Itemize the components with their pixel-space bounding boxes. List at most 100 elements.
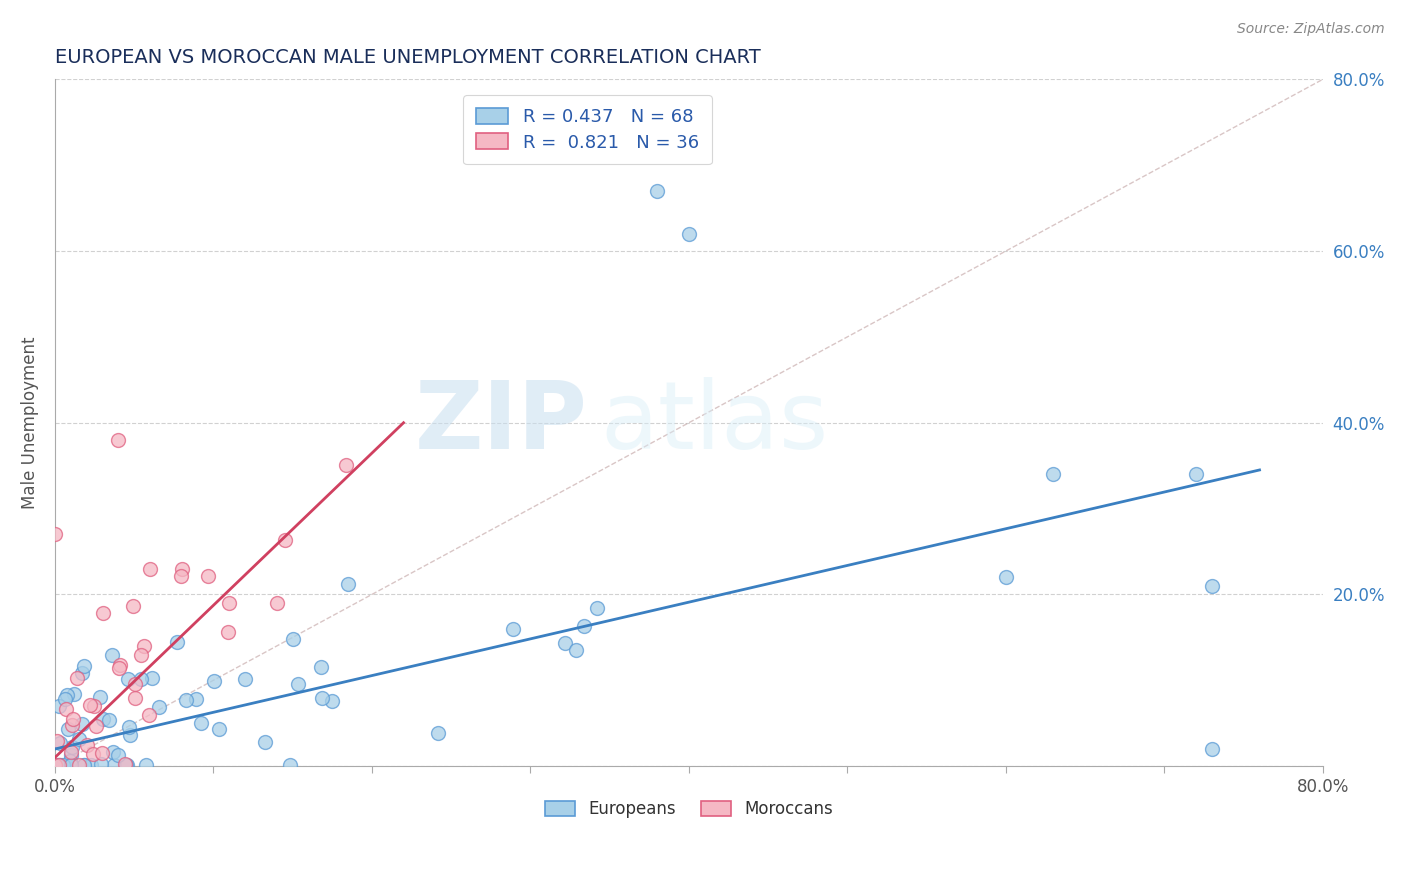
Point	[124, 691, 146, 706]
Point	[83, 699, 105, 714]
Point	[266, 596, 288, 610]
Y-axis label: Male Unemployment: Male Unemployment	[21, 336, 39, 509]
Point	[138, 708, 160, 723]
Point	[48, 698, 70, 713]
Point	[202, 673, 225, 688]
Point	[141, 672, 163, 686]
Point	[72, 659, 94, 673]
Point	[134, 640, 156, 654]
Point	[67, 731, 90, 746]
Text: ZIP: ZIP	[415, 376, 588, 468]
Point	[585, 601, 607, 615]
Point	[309, 659, 332, 673]
Point	[48, 758, 70, 772]
Point	[208, 722, 231, 736]
Point	[91, 712, 114, 726]
Point	[55, 702, 77, 716]
Point	[79, 698, 101, 712]
Point	[58, 723, 80, 737]
Point	[80, 758, 103, 772]
Point	[1201, 742, 1223, 756]
Legend: Europeans, Moroccans: Europeans, Moroccans	[537, 792, 841, 827]
Point	[311, 691, 333, 706]
Point	[166, 634, 188, 648]
Point	[1201, 579, 1223, 593]
Point	[115, 758, 138, 772]
Point	[115, 758, 138, 772]
Point	[90, 757, 112, 772]
Point	[678, 227, 700, 241]
Point	[118, 720, 141, 734]
Point	[107, 433, 129, 447]
Point	[169, 569, 191, 583]
Point	[280, 758, 302, 772]
Point	[186, 692, 208, 706]
Point	[55, 688, 77, 702]
Point	[103, 758, 125, 772]
Point	[76, 738, 98, 752]
Point	[321, 693, 343, 707]
Point	[129, 672, 152, 686]
Point	[114, 757, 136, 772]
Point	[46, 733, 69, 747]
Point	[58, 758, 80, 772]
Point	[426, 726, 449, 740]
Point	[994, 570, 1017, 584]
Point	[101, 648, 124, 662]
Point	[129, 648, 152, 663]
Point	[502, 623, 524, 637]
Point	[62, 687, 84, 701]
Point	[86, 719, 108, 733]
Point	[49, 736, 72, 750]
Point	[554, 636, 576, 650]
Point	[46, 758, 69, 772]
Point	[283, 632, 305, 647]
Point	[124, 677, 146, 691]
Point	[73, 758, 96, 772]
Point	[98, 713, 121, 727]
Point	[60, 745, 83, 759]
Point	[44, 758, 66, 772]
Point	[60, 758, 83, 772]
Point	[190, 716, 212, 731]
Text: atlas: atlas	[600, 376, 828, 468]
Point	[66, 671, 89, 685]
Point	[101, 746, 124, 760]
Point	[91, 606, 114, 620]
Point	[89, 690, 111, 704]
Point	[274, 533, 297, 547]
Point	[197, 569, 219, 583]
Point	[218, 596, 240, 610]
Point	[52, 758, 75, 772]
Point	[1185, 467, 1208, 482]
Point	[174, 693, 197, 707]
Point	[62, 739, 84, 754]
Point	[148, 700, 170, 714]
Point	[82, 747, 104, 762]
Point	[67, 758, 90, 772]
Point	[170, 562, 193, 576]
Point	[122, 599, 145, 614]
Point	[60, 718, 83, 732]
Point	[565, 643, 588, 657]
Point	[70, 717, 93, 731]
Point	[107, 661, 129, 675]
Point	[217, 624, 239, 639]
Point	[59, 758, 82, 772]
Point	[118, 728, 141, 742]
Point	[572, 619, 595, 633]
Point	[45, 758, 67, 772]
Point	[91, 746, 114, 760]
Point	[233, 672, 256, 686]
Point	[645, 184, 668, 198]
Text: Source: ZipAtlas.com: Source: ZipAtlas.com	[1237, 22, 1385, 37]
Point	[135, 758, 157, 772]
Point	[107, 747, 129, 762]
Point	[59, 754, 82, 768]
Point	[117, 672, 139, 686]
Point	[53, 692, 76, 706]
Point	[59, 747, 82, 762]
Point	[254, 734, 277, 748]
Point	[139, 562, 162, 576]
Point	[70, 665, 93, 680]
